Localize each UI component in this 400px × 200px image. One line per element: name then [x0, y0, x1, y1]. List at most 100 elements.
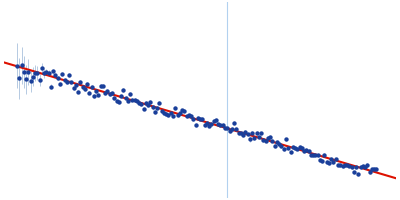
- Point: [176, 112, 183, 115]
- Point: [228, 128, 235, 131]
- Point: [98, 84, 104, 88]
- Point: [280, 148, 287, 151]
- Point: [127, 92, 133, 95]
- Point: [339, 164, 346, 167]
- Point: [111, 96, 118, 100]
- Point: [80, 85, 86, 88]
- Point: [104, 89, 111, 92]
- Point: [317, 158, 323, 161]
- Point: [84, 82, 90, 85]
- Point: [165, 113, 172, 116]
- Point: [326, 161, 332, 165]
- Point: [106, 92, 113, 96]
- Point: [342, 163, 348, 167]
- Point: [251, 137, 258, 140]
- Point: [265, 137, 271, 140]
- Point: [357, 165, 364, 168]
- Point: [362, 165, 368, 168]
- Point: [332, 157, 339, 161]
- Point: [172, 107, 178, 110]
- Point: [278, 145, 285, 148]
- Point: [364, 163, 370, 167]
- Point: [247, 138, 253, 141]
- Point: [360, 164, 366, 167]
- Point: [18, 64, 25, 67]
- Point: [260, 138, 267, 142]
- Point: [179, 109, 185, 112]
- Point: [140, 107, 147, 110]
- Point: [125, 99, 131, 102]
- Point: [170, 114, 176, 117]
- Point: [373, 167, 380, 170]
- Point: [195, 116, 201, 119]
- Point: [276, 143, 282, 146]
- Point: [348, 166, 355, 169]
- Point: [23, 78, 29, 81]
- Point: [102, 92, 108, 95]
- Point: [240, 133, 246, 137]
- Point: [28, 79, 34, 82]
- Point: [202, 123, 208, 126]
- Point: [308, 153, 314, 156]
- Point: [52, 73, 59, 76]
- Point: [269, 139, 276, 142]
- Point: [154, 107, 160, 110]
- Point: [254, 131, 260, 134]
- Point: [21, 71, 27, 74]
- Point: [256, 135, 262, 139]
- Point: [242, 130, 248, 133]
- Point: [299, 147, 305, 150]
- Point: [64, 81, 70, 84]
- Point: [95, 93, 102, 96]
- Point: [351, 171, 357, 174]
- Point: [131, 99, 138, 102]
- Point: [163, 112, 170, 116]
- Point: [143, 101, 149, 104]
- Point: [330, 160, 337, 163]
- Point: [91, 95, 97, 98]
- Point: [14, 64, 20, 67]
- Point: [93, 90, 99, 93]
- Point: [208, 122, 215, 125]
- Point: [210, 119, 217, 122]
- Point: [199, 117, 206, 120]
- Point: [222, 126, 228, 129]
- Point: [34, 72, 41, 75]
- Point: [220, 123, 226, 127]
- Point: [150, 106, 156, 109]
- Point: [287, 150, 294, 153]
- Point: [292, 147, 298, 150]
- Point: [353, 166, 359, 169]
- Point: [346, 164, 352, 167]
- Point: [319, 160, 325, 163]
- Point: [285, 147, 292, 150]
- Point: [48, 85, 54, 88]
- Point: [366, 171, 373, 174]
- Point: [238, 132, 244, 135]
- Point: [82, 87, 88, 90]
- Point: [188, 114, 194, 117]
- Point: [136, 101, 142, 104]
- Point: [235, 131, 242, 134]
- Point: [272, 144, 278, 148]
- Point: [244, 133, 251, 136]
- Point: [100, 84, 106, 87]
- Point: [215, 123, 222, 126]
- Point: [43, 70, 50, 74]
- Point: [113, 100, 120, 103]
- Point: [283, 138, 289, 141]
- Point: [158, 109, 165, 112]
- Point: [168, 111, 174, 114]
- Point: [249, 131, 255, 135]
- Point: [186, 114, 192, 117]
- Point: [224, 127, 230, 130]
- Point: [355, 173, 362, 176]
- Point: [204, 121, 210, 124]
- Point: [335, 163, 341, 166]
- Point: [310, 153, 316, 157]
- Point: [206, 124, 212, 127]
- Point: [145, 104, 151, 107]
- Point: [88, 85, 95, 88]
- Point: [39, 66, 45, 69]
- Point: [59, 73, 66, 76]
